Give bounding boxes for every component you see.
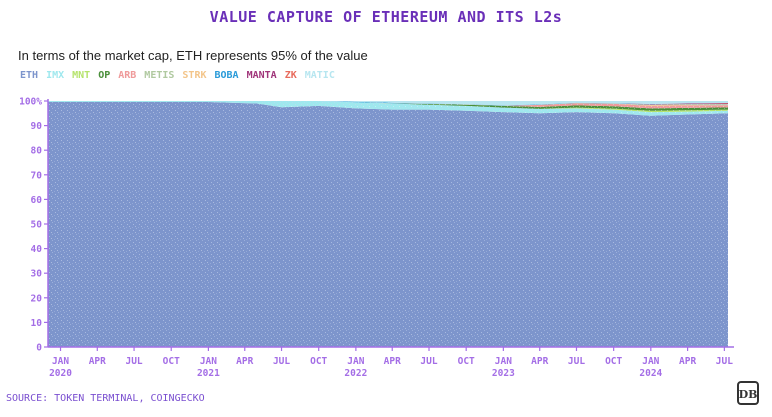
brand-logo: DB — [737, 381, 759, 405]
legend: ETH IMX MNT OP ARB METIS STRK BOBA MANTA ZK MATIC — [20, 70, 335, 81]
area-eth — [48, 102, 728, 347]
legend-item-arb: ARB — [118, 70, 137, 81]
stacked-areas — [48, 101, 728, 347]
x-tick-label: JUL — [273, 356, 290, 367]
x-tick-label: JAN — [495, 356, 512, 367]
x-tick-label: OCT — [458, 356, 475, 367]
x-tick-label: JUL — [568, 356, 585, 367]
y-tick-label: 60 — [31, 195, 43, 206]
x-tick-label: JUL — [125, 356, 142, 367]
legend-item-op: OP — [98, 70, 111, 81]
x-tick-label: OCT — [605, 356, 622, 367]
y-tick-label: 90 — [31, 121, 43, 132]
x-year-label: 2020 — [49, 368, 72, 379]
x-tick-label: OCT — [310, 356, 327, 367]
legend-item-matic: MATIC — [304, 70, 335, 81]
chart-title: VALUE CAPTURE OF ETHEREUM AND ITS L2s — [209, 8, 563, 26]
y-tick-label: 0 — [36, 343, 42, 354]
legend-item-eth: ETH — [20, 70, 39, 81]
legend-item-zk: ZK — [284, 70, 297, 81]
x-tick-label: JAN — [347, 356, 364, 367]
legend-item-metis: METIS — [144, 70, 175, 81]
x-tick-label: APR — [89, 356, 106, 367]
x-year-label: 2024 — [639, 368, 662, 379]
x-year-label: 2023 — [492, 368, 515, 379]
logo-text: DB — [739, 388, 758, 401]
y-tick-label: 50 — [31, 220, 43, 231]
y-tick-label: 10 — [31, 318, 43, 329]
x-tick-label: OCT — [163, 356, 180, 367]
x-tick-label: APR — [384, 356, 401, 367]
y-tick-label: 40 — [31, 244, 43, 255]
legend-item-boba: BOBA — [214, 70, 239, 81]
chart-subtitle: In terms of the market cap, ETH represen… — [18, 48, 368, 63]
x-tick-label: APR — [236, 356, 253, 367]
source-note: SOURCE: TOKEN TERMINAL, COINGECKO — [6, 393, 205, 404]
legend-item-strk: STRK — [182, 70, 207, 81]
y-tick-label: 70 — [31, 170, 43, 181]
y-tick-label: 30 — [31, 269, 43, 280]
x-tick-label: JUL — [420, 356, 437, 367]
x-tick-label: JAN — [52, 356, 69, 367]
x-tick-label: JAN — [200, 356, 217, 367]
x-tick-label: APR — [531, 356, 548, 367]
x-year-label: 2022 — [344, 368, 367, 379]
x-tick-label: JUL — [716, 356, 733, 367]
y-tick-label: 80 — [31, 146, 43, 157]
legend-item-manta: MANTA — [246, 70, 277, 81]
y-tick-label: 100% — [19, 97, 42, 108]
y-tick-label: 20 — [31, 293, 43, 304]
x-year-label: 2021 — [197, 368, 220, 379]
legend-item-mnt: MNT — [72, 70, 91, 81]
x-tick-label: JAN — [642, 356, 659, 367]
legend-item-imx: IMX — [46, 70, 65, 81]
x-tick-label: APR — [679, 356, 696, 367]
